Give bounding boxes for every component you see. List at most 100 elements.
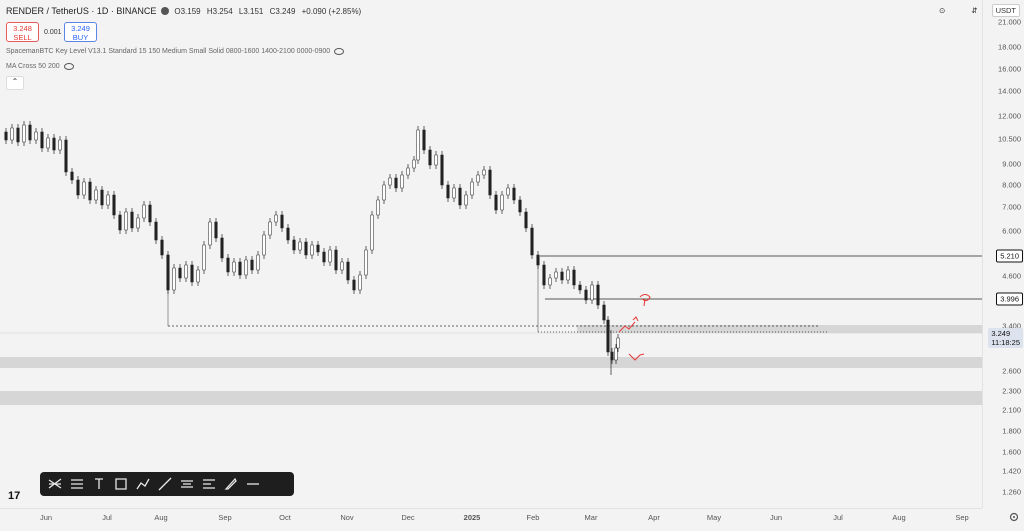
pitchfork-icon[interactable]	[46, 476, 63, 492]
candle	[416, 129, 420, 161]
level-price-tag: 3.996	[996, 292, 1023, 306]
candle	[88, 181, 92, 201]
price-tick-label: 16.000	[998, 64, 1021, 74]
price-tick-label: 1.800	[1002, 426, 1021, 436]
candle	[614, 347, 618, 361]
regression-icon[interactable]	[200, 476, 217, 492]
candle	[262, 234, 266, 256]
sell-label: SELL	[13, 33, 32, 42]
candle	[542, 264, 546, 286]
annotation-up-arrow	[618, 321, 636, 333]
chart-area[interactable]	[0, 0, 982, 508]
support-zone	[0, 391, 982, 405]
candle	[10, 127, 14, 141]
time-tick-label: Dec	[401, 513, 415, 522]
candle	[464, 194, 468, 206]
candle	[452, 187, 456, 199]
candle	[256, 254, 260, 271]
candle	[226, 257, 230, 273]
candle	[94, 189, 98, 201]
time-tick-label: Jul	[833, 513, 843, 522]
eye-icon[interactable]	[334, 48, 345, 55]
fib-retracement-icon[interactable]	[68, 476, 85, 492]
current-price: 3.249	[991, 329, 1011, 338]
price-axis-scale-icon[interactable]: ⇵	[971, 6, 978, 15]
candle	[572, 269, 576, 286]
collapse-indicators-button[interactable]: ⌃	[6, 76, 24, 90]
drawing-toolbar	[40, 472, 294, 496]
countdown: 11:18:25	[991, 338, 1020, 347]
candle	[166, 254, 170, 291]
horizontal-line-icon[interactable]	[244, 476, 261, 492]
candle	[536, 254, 540, 266]
candle	[488, 169, 492, 196]
candle	[548, 277, 552, 286]
candle	[232, 261, 236, 273]
current-price-tag: 3.249 11:18:25	[988, 328, 1023, 348]
price-scale[interactable]: 21.000 18.000 16.000 14.000 12.000 10.500 9.00…	[982, 0, 1024, 508]
candle	[274, 214, 278, 223]
candle	[202, 244, 206, 271]
top-right-controls: ⊙ ⇵ USDT	[939, 4, 1020, 17]
close-value: C3.249	[269, 6, 296, 16]
candle	[16, 127, 20, 143]
candle	[500, 194, 504, 211]
price-chart[interactable]	[0, 0, 982, 508]
time-tick-label: Apr	[648, 513, 660, 522]
buy-button[interactable]: 3.249 BUY	[64, 22, 97, 42]
candle	[250, 259, 254, 271]
candle	[596, 284, 600, 306]
time-tick-label: Feb	[526, 513, 540, 522]
candle	[118, 214, 122, 231]
text-icon[interactable]	[90, 476, 107, 492]
candle	[382, 184, 386, 201]
symbol-title[interactable]: RENDER / TetherUS · 1D · BINANCE	[6, 6, 157, 16]
candle	[584, 289, 588, 301]
time-tick-label: Nov	[340, 513, 354, 522]
candle	[124, 211, 128, 231]
eye-icon[interactable]	[63, 63, 74, 70]
candle	[292, 239, 296, 251]
price-tick-label: 21.000	[998, 17, 1021, 27]
time-tick-label: May	[706, 513, 722, 522]
indicator-key-level[interactable]: SpacemanBTC Key Level V13.1 Standard 15 …	[6, 48, 345, 55]
candle	[494, 194, 498, 211]
currency-selector[interactable]: USDT	[991, 4, 1020, 17]
ohlc-values: O3.159 H3.254 L3.151 C3.249 +0.090 (+2.8…	[174, 7, 365, 16]
candle	[112, 194, 116, 216]
candle	[100, 189, 104, 206]
price-tick-label: 2.100	[1002, 405, 1021, 415]
candle	[506, 187, 510, 196]
path-icon[interactable]	[134, 476, 151, 492]
time-tick-label: Jul	[102, 513, 112, 522]
candle	[334, 249, 338, 271]
indicator-ma-cross[interactable]: MA Cross 50 200	[6, 63, 74, 70]
candle	[160, 239, 164, 256]
candle	[76, 179, 80, 196]
brush-icon[interactable]	[222, 476, 239, 492]
time-scale[interactable]: Jun Jul Aug Sep Oct Nov Dec 2025 Feb Mar Apr May Jun…	[0, 508, 982, 527]
candle	[518, 199, 522, 213]
rectangle-icon[interactable]	[112, 476, 129, 492]
candle	[298, 241, 302, 251]
time-tick-label: Jun	[769, 513, 783, 522]
parallel-channel-icon[interactable]	[178, 476, 195, 492]
settings-corner[interactable]	[982, 508, 1024, 526]
candle	[148, 204, 152, 223]
candle	[406, 167, 410, 176]
screenshot-icon[interactable]: ⊙	[938, 6, 946, 15]
candle	[244, 259, 248, 276]
candle	[4, 131, 8, 141]
gear-icon[interactable]	[982, 508, 1024, 526]
high-value: H3.254	[206, 6, 233, 16]
trendline-icon[interactable]	[156, 476, 173, 492]
indicator-label: MA Cross 50 200	[6, 63, 60, 70]
tradingview-logo-icon[interactable]: 17	[8, 490, 21, 502]
candle	[346, 261, 350, 281]
resistance-zone	[577, 325, 982, 333]
sell-button[interactable]: 3.248 SELL	[6, 22, 39, 42]
candle	[208, 221, 212, 246]
candle	[286, 227, 290, 241]
candle	[70, 171, 74, 181]
candle	[566, 269, 570, 281]
